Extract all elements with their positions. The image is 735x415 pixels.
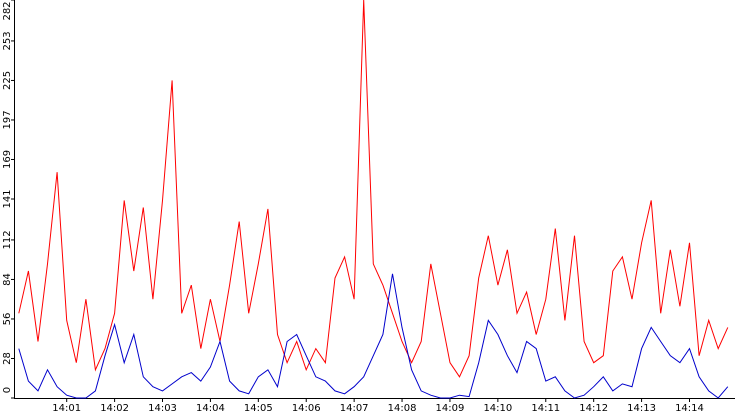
- y-tick-label: 141: [2, 189, 13, 208]
- x-tick-label: 14:04: [196, 403, 225, 414]
- y-tick-label: 56: [2, 313, 13, 326]
- x-tick-label: 14:02: [100, 403, 129, 414]
- x-tick-label: 14:05: [244, 403, 273, 414]
- series-line: [18, 273, 729, 399]
- x-tick-label: 14:03: [148, 403, 177, 414]
- x-tick-label: 14:13: [627, 403, 656, 414]
- y-tick-label: 253: [2, 31, 13, 50]
- y-tick-label: 84: [2, 273, 13, 286]
- y-tick-label: 28: [2, 352, 13, 365]
- y-tick-label: 112: [2, 230, 13, 249]
- x-tick-label: 14:12: [579, 403, 608, 414]
- x-tick-label: 14:14: [675, 403, 704, 414]
- series-line: [18, 0, 729, 378]
- y-tick-label: 225: [2, 71, 13, 90]
- y-tick-label: 197: [2, 110, 13, 129]
- x-tick-label: 14:01: [52, 403, 81, 414]
- x-tick-label: 14:11: [531, 403, 560, 414]
- y-tick-label: 169: [2, 150, 13, 169]
- x-tick-label: 14:10: [483, 403, 512, 414]
- y-tick-label: 0: [2, 387, 13, 393]
- x-tick-label: 14:06: [292, 403, 321, 414]
- y-tick-label: 282: [2, 1, 13, 20]
- x-tick-label: 14:08: [388, 403, 417, 414]
- x-tick-label: 14:09: [436, 403, 465, 414]
- x-tick-label: 14:07: [340, 403, 369, 414]
